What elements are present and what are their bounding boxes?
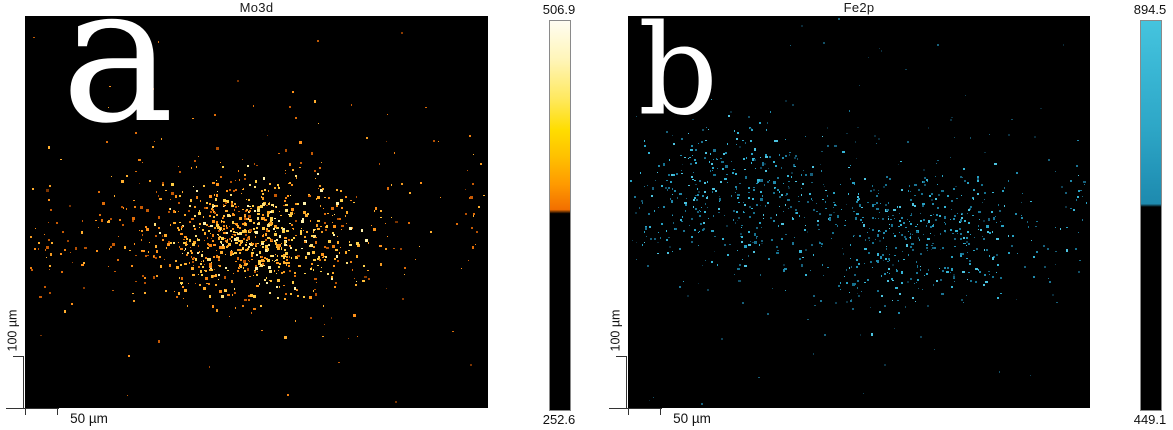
panel-a-title: Mo3d (239, 0, 274, 15)
panel-b-xaxis-tick-right (660, 409, 661, 415)
panel-a-yaxis-tick-bottom (6, 408, 25, 409)
panel-a-yaxis-label: 100 µm (5, 309, 20, 352)
panel-a-yaxis-tick-top (13, 356, 23, 357)
panel-b-letter: b (638, 16, 719, 143)
panel-a-xaxis-tick-left (25, 409, 26, 415)
panel-b-xaxis-tick-left (628, 409, 629, 415)
panel-b-yaxis-tick-bottom (609, 408, 628, 409)
colorbar-b (1140, 20, 1162, 411)
panel-a-map: a (25, 16, 488, 408)
colorbar-a (549, 20, 571, 411)
panel-a-dots (25, 16, 488, 408)
panel-a-xaxis-tick-right (57, 409, 58, 415)
panel-a-xaxis-line (25, 408, 59, 409)
colorbar-b-max-label: 894.5 (1133, 2, 1167, 17)
colorbar-a-max-label: 506.9 (542, 2, 576, 17)
panel-a-yaxis-line (23, 356, 24, 409)
panel-b-xaxis-label: 50 µm (673, 411, 711, 426)
panel-b-yaxis-line (626, 356, 627, 409)
panel-b-yaxis-label: 100 µm (608, 309, 623, 352)
panel-b-dots (628, 16, 1090, 408)
panel-b-xaxis-line (628, 408, 662, 409)
colorbar-b-min-label: 449.1 (1133, 412, 1167, 427)
panel-b-yaxis-tick-top (616, 356, 626, 357)
colorbar-a-min-label: 252.6 (542, 412, 576, 427)
panel-b-title: Fe2p (843, 0, 875, 15)
panel-a-letter: a (61, 16, 175, 165)
panel-b-map: b (628, 16, 1090, 408)
panel-a-xaxis-label: 50 µm (70, 411, 108, 426)
